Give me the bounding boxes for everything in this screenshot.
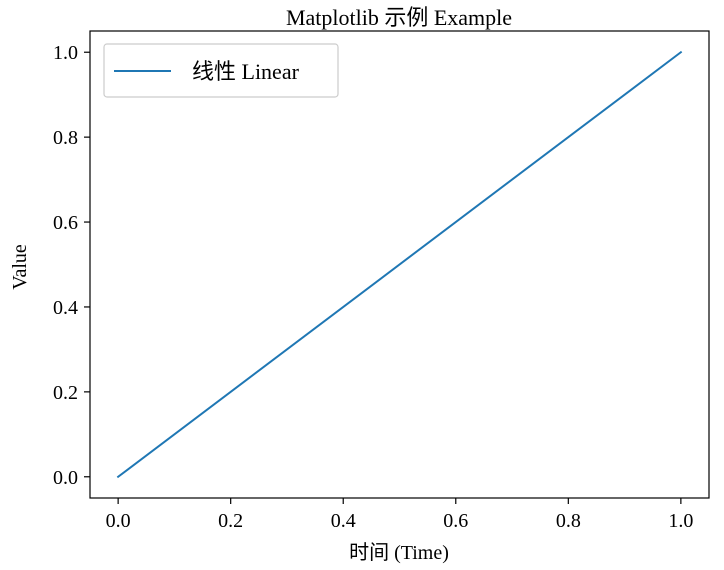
plot-frame: [89, 30, 710, 499]
x-axis-ticks: 0.0 0.2 0.4 0.6 0.8 1.0: [106, 498, 693, 532]
x-axis-label: 时间 (Time): [349, 541, 449, 564]
y-tick-label: 0.2: [53, 382, 78, 404]
legend: 线性 Linear: [103, 43, 339, 98]
x-tick-label: 0.0: [106, 510, 131, 532]
series-layer: [116, 50, 683, 479]
y-tick-label: 0.6: [53, 212, 78, 234]
legend-box: [103, 43, 339, 98]
x-tick-label: 1.0: [668, 510, 693, 532]
x-tick-label: 0.6: [443, 510, 468, 532]
legend-label-linear: 线性 Linear: [192, 59, 300, 84]
series-line-linear: [116, 50, 683, 479]
y-tick-label: 1.0: [53, 42, 78, 64]
y-axis-label: Value: [9, 244, 31, 290]
x-tick-label: 0.2: [218, 510, 243, 532]
x-tick-label: 0.4: [331, 510, 356, 532]
y-tick-label: 0.0: [53, 467, 78, 489]
y-tick-label: 0.8: [53, 127, 78, 149]
x-tick-label: 0.8: [556, 510, 581, 532]
y-axis-ticks: 0.0 0.2 0.4 0.6 0.8 1.0: [53, 42, 90, 489]
y-tick-label: 0.4: [53, 297, 78, 319]
chart-title: Matplotlib 示例 Example: [286, 5, 512, 30]
